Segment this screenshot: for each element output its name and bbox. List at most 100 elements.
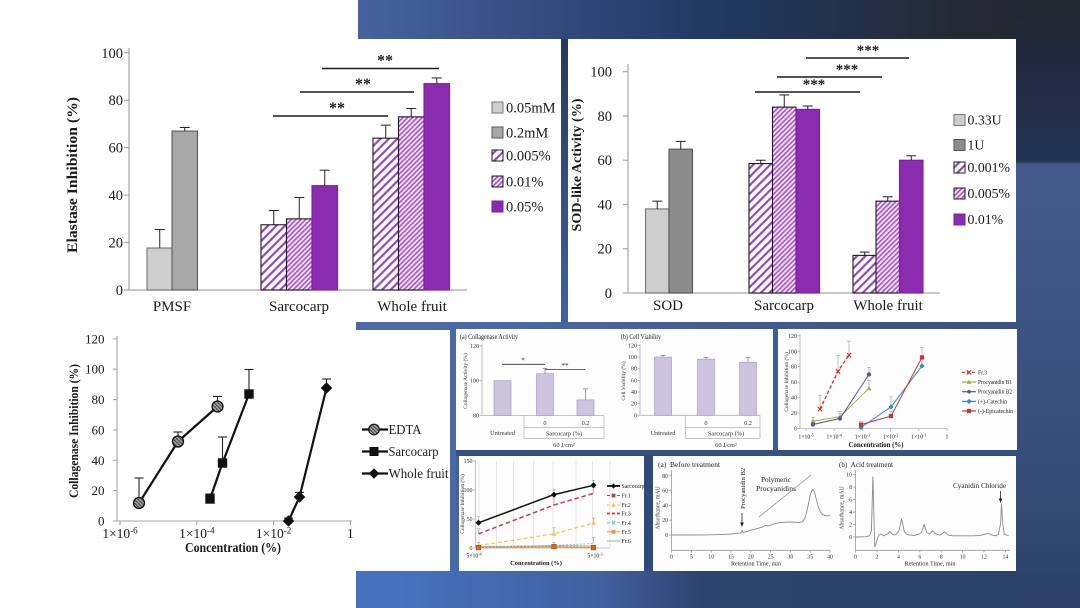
- svg-text:10: 10: [846, 473, 852, 479]
- svg-text:Procyanidins: Procyanidins: [756, 485, 796, 493]
- svg-text:8: 8: [940, 555, 943, 561]
- svg-text:Procyanidin B2: Procyanidin B2: [978, 390, 1012, 396]
- svg-text:0: 0: [543, 420, 546, 427]
- svg-text:1×10-3: 1×10-3: [855, 433, 870, 441]
- svg-text:5×10-3: 5×10-3: [587, 552, 602, 560]
- svg-text:1×10-4: 1×10-4: [827, 433, 842, 441]
- svg-text:Whole fruit: Whole fruit: [853, 298, 923, 314]
- svg-text:0: 0: [605, 286, 612, 302]
- svg-text:Elastase Inhibition (%): Elastase Inhibition (%): [65, 97, 81, 253]
- svg-text:1×10-4: 1×10-4: [179, 526, 215, 541]
- svg-text:20: 20: [92, 483, 105, 498]
- svg-text:Sarcocarp: Sarcocarp: [269, 299, 329, 315]
- svg-text:**: **: [329, 100, 345, 117]
- svg-text:0: 0: [854, 555, 857, 561]
- svg-text:60: 60: [662, 489, 668, 495]
- svg-text:Fr.6: Fr.6: [622, 539, 631, 545]
- svg-text:Sarcocarp: Sarcocarp: [389, 444, 439, 459]
- svg-text:**: **: [377, 53, 393, 70]
- svg-text:100: 100: [628, 355, 637, 361]
- svg-text:60: 60: [631, 378, 637, 384]
- svg-text:1×10-6: 1×10-6: [102, 526, 138, 541]
- svg-text:1×10-5: 1×10-5: [798, 433, 813, 441]
- svg-text:(b) Acid treatment: (b) Acid treatment: [839, 461, 893, 469]
- svg-text:Untreated: Untreated: [490, 430, 516, 437]
- svg-text:0.01%: 0.01%: [506, 175, 543, 191]
- svg-text:1×10-2: 1×10-2: [883, 433, 898, 441]
- svg-text:0: 0: [98, 514, 105, 529]
- svg-text:Fr.1: Fr.1: [622, 494, 631, 500]
- svg-text:0.33U: 0.33U: [968, 113, 1002, 128]
- svg-text:(-)-Epicatechin: (-)-Epicatechin: [978, 408, 1013, 415]
- svg-text:0.05%: 0.05%: [506, 200, 543, 216]
- svg-text:0: 0: [116, 283, 123, 299]
- svg-text:20: 20: [791, 411, 797, 417]
- svg-text:(a) Before treatment: (a) Before treatment: [658, 461, 720, 469]
- svg-text:Fr.2: Fr.2: [622, 503, 631, 509]
- svg-text:0: 0: [665, 533, 668, 539]
- svg-text:Procyanidin B1: Procyanidin B1: [978, 380, 1012, 386]
- svg-text:Concentration (%): Concentration (%): [510, 560, 562, 567]
- svg-text:Cyanidin Chloride: Cyanidin Chloride: [953, 482, 1006, 490]
- svg-text:1×10-2: 1×10-2: [256, 526, 291, 541]
- svg-text:60: 60: [598, 153, 613, 169]
- svg-text:0: 0: [470, 546, 473, 552]
- svg-text:0.05mM: 0.05mM: [506, 101, 556, 117]
- svg-text:15: 15: [728, 555, 734, 561]
- svg-text:*: *: [521, 357, 525, 365]
- svg-text:EDTA: EDTA: [389, 422, 422, 437]
- svg-text:0: 0: [634, 413, 637, 419]
- svg-text:1: 1: [946, 435, 949, 441]
- svg-text:80: 80: [598, 109, 613, 125]
- svg-text:Procyanidin B2: Procyanidin B2: [740, 468, 747, 509]
- svg-text:1U: 1U: [968, 138, 985, 153]
- svg-text:10: 10: [708, 555, 714, 561]
- svg-text:***: ***: [836, 62, 859, 78]
- svg-text:100: 100: [470, 379, 479, 385]
- svg-text:120: 120: [788, 334, 797, 340]
- svg-text:2: 2: [849, 523, 852, 529]
- svg-text:Whole fruit: Whole fruit: [389, 466, 449, 481]
- svg-text:150: 150: [464, 459, 473, 465]
- svg-text:35: 35: [807, 555, 813, 561]
- svg-text:**: **: [562, 362, 570, 370]
- svg-text:100: 100: [101, 46, 123, 62]
- svg-text:80: 80: [662, 474, 668, 480]
- svg-text:60: 60: [109, 141, 124, 157]
- svg-text:1×10-1: 1×10-1: [911, 433, 926, 441]
- svg-text:12: 12: [981, 555, 987, 561]
- svg-text:Fr.5: Fr.5: [622, 530, 631, 536]
- svg-text:40: 40: [598, 197, 613, 213]
- svg-text:(+)-Catechin: (+)-Catechin: [978, 398, 1007, 405]
- svg-text:SOD-like Activity (%): SOD-like Activity (%): [570, 98, 585, 231]
- svg-text:60 J/cm²: 60 J/cm²: [715, 442, 737, 449]
- svg-text:(a) Collagenase Activity: (a) Collagenase Activity: [460, 333, 518, 341]
- svg-text:Sarcocarp (%): Sarcocarp (%): [546, 431, 582, 438]
- svg-text:Concentration (%): Concentration (%): [185, 541, 281, 556]
- svg-text:0: 0: [704, 420, 707, 427]
- svg-text:2: 2: [876, 555, 879, 561]
- svg-text:Absorbance, mAU: Absorbance, mAU: [656, 485, 662, 529]
- svg-text:0.2: 0.2: [744, 420, 752, 427]
- svg-text:50: 50: [467, 517, 473, 523]
- svg-text:1: 1: [347, 526, 354, 541]
- svg-text:100: 100: [85, 362, 105, 377]
- svg-text:8: 8: [849, 485, 852, 491]
- svg-text:(b) Cell Viability: (b) Cell Viability: [621, 333, 661, 341]
- svg-text:4: 4: [849, 510, 852, 516]
- svg-text:20: 20: [598, 242, 613, 258]
- svg-text:Cell Viability (%): Cell Viability (%): [620, 361, 627, 400]
- svg-text:Collagenase Inhibition (%): Collagenase Inhibition (%): [66, 364, 81, 498]
- svg-text:0.01%: 0.01%: [968, 212, 1004, 227]
- svg-text:5×10-4: 5×10-4: [466, 552, 481, 560]
- svg-text:Whole fruit: Whole fruit: [377, 299, 447, 315]
- svg-text:SOD: SOD: [653, 298, 683, 314]
- svg-text:Sarcocarp: Sarcocarp: [622, 484, 645, 490]
- svg-text:Retention Time, min: Retention Time, min: [905, 561, 956, 568]
- svg-text:120: 120: [470, 344, 479, 350]
- svg-text:40: 40: [791, 396, 797, 402]
- svg-text:Collagenase Inhibition (%): Collagenase Inhibition (%): [783, 352, 790, 412]
- svg-text:Concentration (%): Concentration (%): [849, 442, 904, 449]
- svg-text:80: 80: [631, 367, 637, 373]
- svg-text:100: 100: [788, 349, 797, 355]
